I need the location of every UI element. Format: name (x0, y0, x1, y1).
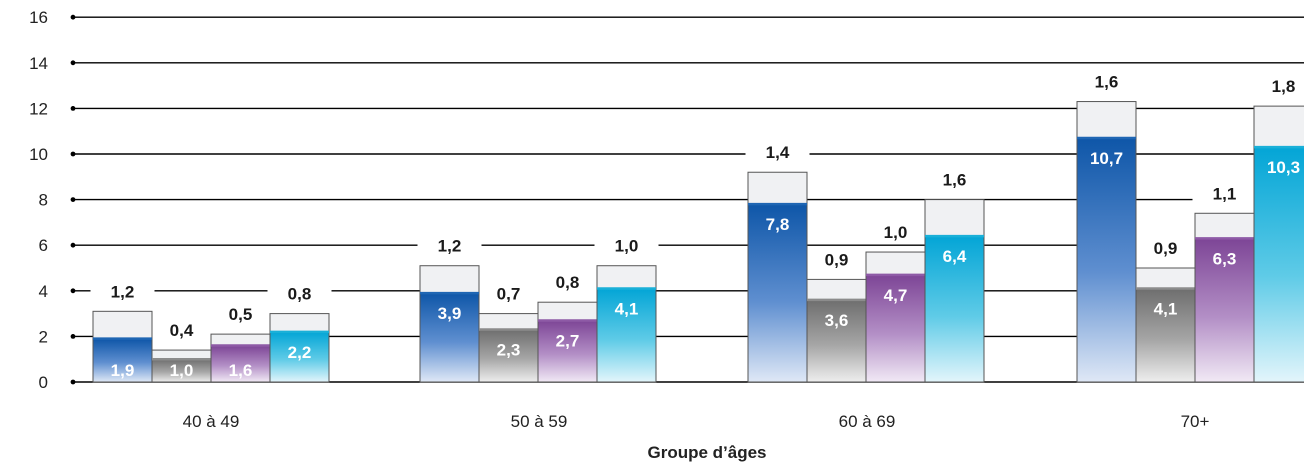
bar-lower-segment (419, 292, 480, 383)
bar-value-label: 2,7 (556, 331, 580, 350)
bar-upper-label: 0,9 (1154, 239, 1178, 258)
bar-lower-segment (747, 203, 808, 383)
bar-upper-segment (924, 199, 985, 237)
bar-value-label: 10,3 (1267, 158, 1300, 177)
bar-lower-segment (924, 235, 985, 383)
tick-marker (70, 151, 76, 157)
bar-upper-label: 1,8 (1272, 77, 1296, 96)
x-axis-title: Groupe d’âges (647, 443, 766, 462)
bar-upper-segment (478, 313, 539, 331)
bar-upper-label: 0,8 (556, 273, 580, 292)
bar-upper-label: 1,6 (1095, 73, 1119, 92)
bar-value-label: 6,4 (943, 247, 967, 266)
bar-upper-segment (596, 265, 657, 290)
bar-value-label: 6,3 (1213, 249, 1237, 268)
y-tick-label: 4 (39, 282, 48, 301)
bar-lower-segment (865, 274, 926, 383)
bar-upper-segment (537, 301, 598, 321)
bar-value-label: 1,0 (170, 361, 194, 380)
tick-marker (70, 60, 76, 66)
y-tick-label: 12 (29, 99, 48, 118)
bar-upper-segment (269, 313, 330, 333)
bar-upper-segment (1135, 267, 1196, 290)
y-tick-label: 6 (39, 236, 48, 255)
bar-lower-segment (269, 331, 330, 383)
bar-upper-segment (1076, 101, 1137, 139)
bar-value-label: 4,1 (1154, 300, 1178, 319)
bar-value-label: 1,9 (111, 361, 135, 380)
bar-value-label: 3,6 (825, 311, 849, 330)
bar-upper-segment (1194, 212, 1255, 239)
bar-upper-segment (865, 251, 926, 276)
bar-lower-segment (1076, 137, 1137, 383)
bar-upper-segment (419, 265, 480, 294)
bar-value-label: 7,8 (766, 215, 790, 234)
bar-upper-segment (806, 278, 867, 301)
x-category-label: 50 à 59 (511, 412, 568, 431)
tick-marker (70, 379, 76, 385)
bar-value-label: 3,9 (438, 304, 462, 323)
bars (92, 101, 1304, 383)
x-category-label: 70+ (1181, 412, 1210, 431)
bar-upper-label: 1,2 (111, 282, 135, 301)
y-tick-label: 2 (39, 327, 48, 346)
bar-upper-segment (1253, 105, 1304, 148)
tick-marker (70, 334, 76, 339)
bar-upper-label: 1,2 (438, 237, 462, 256)
bar-upper-segment (92, 310, 153, 340)
bar-lower-segment (1253, 146, 1304, 383)
bar-lower-segment (806, 299, 867, 383)
y-tick-label: 14 (29, 54, 48, 73)
bar-upper-label: 0,8 (288, 285, 312, 304)
bar-value-label: 2,2 (288, 343, 312, 362)
x-category-label: 40 à 49 (183, 412, 240, 431)
bar-value-label: 4,1 (615, 300, 639, 319)
bar-upper-label: 0,5 (229, 305, 253, 324)
bar-upper-label: 0,7 (497, 285, 521, 304)
labels: 0 2 4 6 8 10 12 14 16 1,9 1,2 3,9 1,2 7,8 1,4 10,7 1,6 1,… (29, 8, 1300, 431)
bar-upper-label: 0,4 (170, 321, 194, 340)
tick-marker (70, 106, 76, 111)
bar-upper-label: 0,9 (825, 250, 849, 269)
x-category-label: 60 à 69 (839, 412, 896, 431)
y-tick-label: 16 (29, 8, 48, 27)
bar-upper-label: 1,1 (1213, 184, 1237, 203)
bar-value-label: 10,7 (1090, 149, 1123, 168)
bar-value-label: 2,3 (497, 341, 521, 360)
bar-upper-label: 1,4 (766, 143, 790, 162)
bar-value-label: 1,6 (229, 361, 253, 380)
bar-value-label: 4,7 (884, 286, 908, 305)
y-tick-label: 0 (39, 373, 48, 392)
bar-lower-segment (537, 319, 598, 383)
bar-lower-segment (596, 288, 657, 383)
bar-upper-segment (747, 171, 808, 205)
bar-lower-segment (210, 345, 271, 383)
tick-marker (70, 197, 76, 203)
bar-lower-segment (1194, 237, 1255, 383)
bar-upper-label: 1,6 (943, 171, 967, 190)
y-tick-label: 10 (29, 145, 48, 164)
tick-marker (70, 242, 76, 248)
bar-upper-segment (210, 333, 271, 347)
tick-marker (70, 14, 76, 20)
bar-upper-label: 1,0 (615, 237, 639, 256)
tick-marker (70, 288, 76, 294)
bar-upper-segment (151, 349, 212, 360)
y-tick-label: 8 (39, 191, 48, 210)
bar-upper-label: 1,0 (884, 223, 908, 242)
